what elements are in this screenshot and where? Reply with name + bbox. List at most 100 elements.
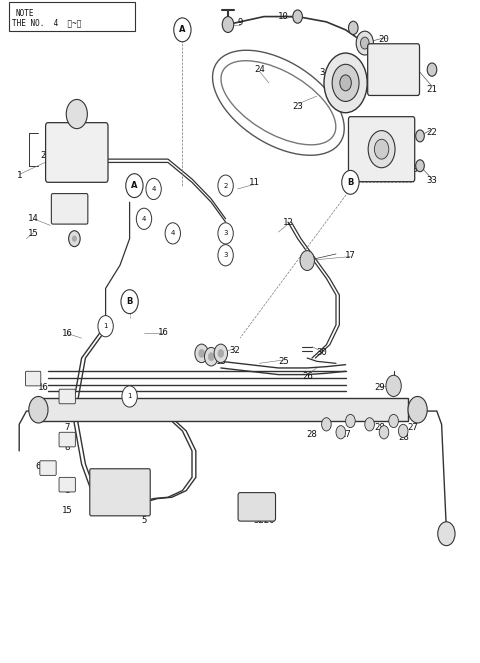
Text: 1: 1 (16, 171, 22, 180)
Text: 27: 27 (408, 423, 418, 432)
FancyBboxPatch shape (90, 469, 150, 516)
Text: 32: 32 (230, 345, 240, 355)
Text: 14: 14 (28, 214, 39, 223)
Circle shape (122, 386, 137, 407)
Circle shape (222, 17, 234, 32)
Circle shape (146, 178, 161, 200)
Text: 16: 16 (38, 383, 48, 392)
Text: 4: 4 (142, 215, 146, 222)
Circle shape (374, 139, 389, 159)
Text: 1: 1 (103, 323, 108, 330)
FancyBboxPatch shape (59, 477, 75, 492)
Circle shape (360, 37, 369, 49)
Circle shape (365, 418, 374, 431)
Circle shape (199, 349, 204, 357)
Circle shape (218, 245, 233, 266)
Text: 16: 16 (158, 328, 168, 337)
Text: 13: 13 (216, 357, 226, 366)
Text: 3: 3 (223, 252, 228, 259)
Circle shape (356, 31, 373, 55)
Circle shape (72, 236, 76, 241)
Text: 21: 21 (427, 85, 437, 94)
FancyBboxPatch shape (59, 389, 75, 404)
FancyBboxPatch shape (238, 493, 276, 521)
Circle shape (416, 160, 424, 172)
FancyBboxPatch shape (368, 44, 420, 95)
Text: 1: 1 (127, 393, 132, 400)
Circle shape (346, 414, 355, 428)
Text: A: A (179, 25, 186, 34)
Text: 23: 23 (292, 101, 303, 111)
Text: 25: 25 (278, 357, 288, 366)
Circle shape (340, 75, 351, 91)
FancyBboxPatch shape (46, 123, 108, 182)
Text: 3: 3 (319, 68, 324, 78)
Text: 18: 18 (408, 164, 418, 174)
Circle shape (214, 344, 228, 363)
Text: B: B (347, 178, 354, 187)
Text: 24: 24 (254, 65, 264, 74)
Text: 10: 10 (278, 12, 288, 21)
Text: THE NO.  4  ①~④: THE NO. 4 ①~④ (12, 18, 81, 27)
Text: 2: 2 (40, 151, 46, 160)
Circle shape (98, 316, 113, 337)
Text: 4: 4 (170, 230, 175, 237)
FancyBboxPatch shape (9, 2, 135, 31)
Text: NOTE: NOTE (15, 9, 34, 18)
Circle shape (322, 418, 331, 431)
Text: 8: 8 (64, 443, 70, 452)
Circle shape (389, 414, 398, 428)
FancyBboxPatch shape (40, 461, 56, 475)
Text: 3220: 3220 (253, 516, 275, 525)
Circle shape (208, 353, 214, 361)
Text: 9: 9 (237, 18, 243, 27)
FancyBboxPatch shape (51, 194, 88, 224)
Text: 19: 19 (398, 75, 408, 84)
Circle shape (195, 344, 208, 363)
Circle shape (379, 426, 389, 439)
Text: 4: 4 (151, 186, 156, 192)
Text: 15: 15 (28, 229, 39, 238)
Text: 28: 28 (398, 433, 408, 442)
Circle shape (386, 375, 401, 396)
Circle shape (204, 347, 218, 366)
Circle shape (416, 130, 424, 142)
Text: 26: 26 (302, 372, 312, 381)
Text: 20: 20 (379, 35, 389, 44)
Text: 2: 2 (223, 182, 228, 189)
Text: 28: 28 (374, 423, 384, 432)
FancyBboxPatch shape (25, 371, 41, 386)
Circle shape (368, 131, 395, 168)
Circle shape (165, 223, 180, 244)
Circle shape (218, 349, 224, 357)
Text: 28: 28 (307, 430, 317, 439)
Text: A: A (131, 181, 138, 190)
Circle shape (427, 63, 437, 76)
Circle shape (438, 522, 455, 546)
Circle shape (408, 396, 427, 423)
Text: 5: 5 (141, 516, 147, 525)
Circle shape (293, 10, 302, 23)
Circle shape (126, 174, 143, 198)
Circle shape (29, 396, 48, 423)
Circle shape (121, 290, 138, 314)
Text: 11: 11 (249, 178, 260, 187)
Text: 29: 29 (374, 383, 384, 392)
Text: 3: 3 (223, 230, 228, 237)
Text: 15: 15 (62, 506, 72, 515)
Circle shape (300, 251, 314, 271)
Text: 22: 22 (427, 128, 437, 137)
Text: 33: 33 (427, 176, 437, 185)
Circle shape (342, 170, 359, 194)
Circle shape (218, 223, 233, 244)
FancyBboxPatch shape (38, 398, 408, 421)
Text: B: B (126, 297, 133, 306)
Circle shape (66, 99, 87, 129)
Text: 16: 16 (62, 329, 72, 338)
Circle shape (324, 53, 367, 113)
Circle shape (136, 208, 152, 229)
Circle shape (218, 175, 233, 196)
Circle shape (174, 18, 191, 42)
Text: 17: 17 (345, 251, 356, 260)
Circle shape (332, 64, 359, 101)
